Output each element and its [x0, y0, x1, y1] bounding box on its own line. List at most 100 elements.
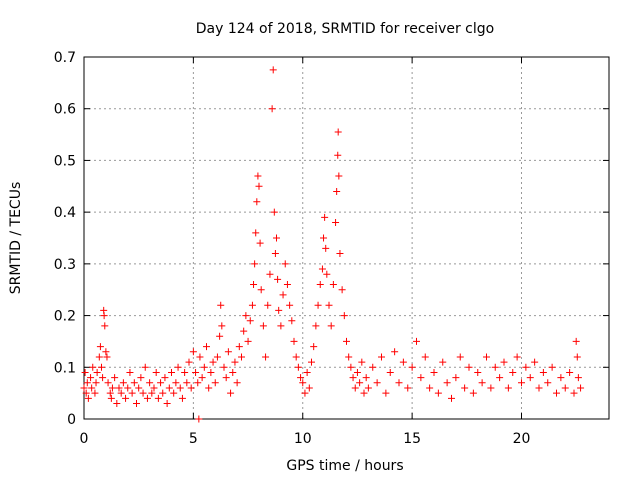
data-point: [500, 358, 508, 366]
data-point: [256, 239, 264, 247]
data-point: [323, 270, 331, 278]
data-point: [404, 384, 412, 392]
data-point: [332, 218, 340, 226]
data-point: [329, 281, 337, 289]
x-tick-label: 0: [80, 431, 89, 447]
ticks: [83, 56, 609, 420]
data-point: [122, 394, 130, 402]
data-point: [408, 363, 416, 371]
data-point: [211, 379, 219, 387]
x-tick-label: 10: [294, 431, 312, 447]
data-point: [345, 353, 353, 361]
data-point: [101, 322, 109, 330]
data-point: [320, 234, 328, 242]
data-point: [200, 363, 208, 371]
data-point: [283, 281, 291, 289]
data-point: [100, 312, 108, 320]
data-point: [496, 374, 504, 382]
data-point: [248, 301, 256, 309]
data-point: [369, 363, 377, 371]
data-point: [308, 358, 315, 366]
data-point: [362, 374, 370, 382]
grid: [84, 57, 609, 419]
y-tick-label: 0.2: [54, 309, 76, 325]
data-point: [128, 389, 136, 397]
data-point: [343, 337, 350, 345]
data-point: [572, 337, 580, 345]
data-point: [338, 286, 346, 294]
data-point: [137, 374, 145, 382]
y-tick-label: 0.5: [54, 153, 76, 169]
data-point: [135, 384, 143, 392]
data-point: [117, 389, 125, 397]
data-point: [259, 322, 267, 330]
data-point: [119, 379, 127, 387]
data-point: [209, 358, 217, 366]
data-point: [561, 384, 569, 392]
data-point: [391, 348, 399, 356]
y-axis-label: SRMTID / TECUs: [8, 182, 24, 295]
data-point: [91, 389, 99, 397]
data-point: [364, 384, 372, 392]
data-point: [340, 312, 348, 320]
data-point: [217, 301, 225, 309]
data-point: [270, 208, 278, 216]
data-point: [513, 353, 521, 361]
y-tick-label: 0.7: [54, 50, 76, 66]
data-point: [187, 384, 195, 392]
data-point: [321, 213, 329, 221]
data-point: [386, 368, 394, 376]
data-point: [292, 353, 300, 361]
data-point: [159, 389, 167, 397]
data-point: [469, 389, 477, 397]
data-point: [421, 353, 429, 361]
plot-frame: [83, 56, 610, 420]
data-point: [126, 368, 134, 376]
y-tick-label: 0.1: [54, 360, 76, 376]
data-point: [130, 379, 138, 387]
data-point: [452, 374, 460, 382]
data-point: [81, 368, 89, 376]
data-point: [115, 384, 123, 392]
data-point: [544, 379, 552, 387]
x-axis-label: GPS time / hours: [286, 458, 403, 474]
data-point: [358, 358, 366, 366]
data-point: [104, 379, 112, 387]
data-point: [491, 363, 499, 371]
data-point: [531, 358, 539, 366]
data-point: [192, 368, 200, 376]
data-point: [224, 348, 232, 356]
data-point: [314, 301, 322, 309]
data-point: [93, 368, 101, 376]
data-point: [277, 322, 285, 330]
data-point: [80, 384, 88, 392]
data-point: [360, 389, 368, 397]
data-point: [108, 384, 116, 392]
data-point: [143, 394, 151, 402]
data-point: [316, 281, 324, 289]
data-point: [478, 379, 486, 387]
data-point: [89, 363, 97, 371]
data-point: [235, 343, 243, 351]
data-point: [274, 275, 282, 283]
data-point: [334, 151, 342, 159]
data-point: [92, 379, 100, 387]
data-point: [250, 281, 258, 289]
data-point: [299, 379, 307, 387]
data-point: [238, 353, 245, 361]
data-point: [266, 270, 274, 278]
data-point: [288, 317, 296, 325]
data-point: [382, 389, 390, 397]
data-point: [336, 250, 344, 258]
data-point: [154, 394, 162, 402]
data-point: [268, 105, 276, 113]
data-point: [96, 343, 104, 351]
data-point: [535, 384, 543, 392]
data-point: [165, 384, 173, 392]
data-point: [198, 374, 206, 382]
data-point: [183, 379, 191, 387]
data-point: [318, 265, 326, 273]
data-point: [294, 363, 302, 371]
data-point: [231, 358, 239, 366]
